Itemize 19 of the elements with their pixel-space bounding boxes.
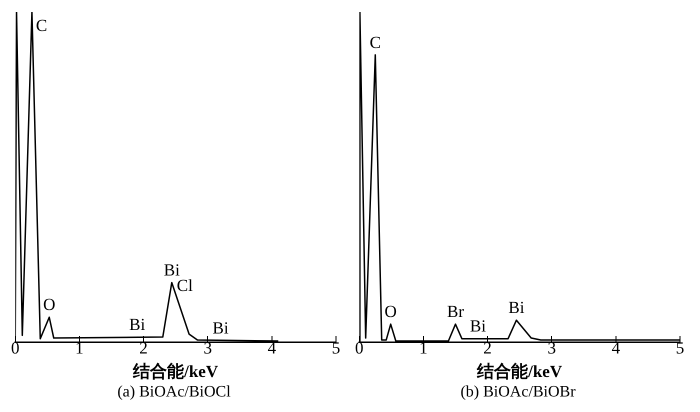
annotation: Bi <box>470 316 486 336</box>
annotation: C <box>370 32 381 52</box>
x-axis-title: 结合能/keV <box>476 362 563 381</box>
x-tick-label: 1 <box>419 338 428 358</box>
annotation: O <box>43 295 56 314</box>
x-tick-label: 4 <box>268 338 277 358</box>
x-tick-label: 4 <box>612 338 621 358</box>
x-axis-title: 结合能/keV <box>132 362 219 381</box>
text: (a) BiOAc/BiOCl <box>117 384 232 401</box>
text: (b) BiOAc/BiOBr <box>460 384 576 401</box>
annotation: Br <box>446 302 464 322</box>
annotation: Bi <box>212 318 229 338</box>
annotation: Bi <box>508 298 525 318</box>
annotation: C <box>36 16 48 35</box>
x-tick-label: 0 <box>355 338 364 358</box>
x-tick-label: 0 <box>11 338 20 358</box>
annotation: Bi <box>129 315 146 334</box>
x-tick-label: 1 <box>75 338 84 358</box>
annotation: O <box>384 302 397 322</box>
